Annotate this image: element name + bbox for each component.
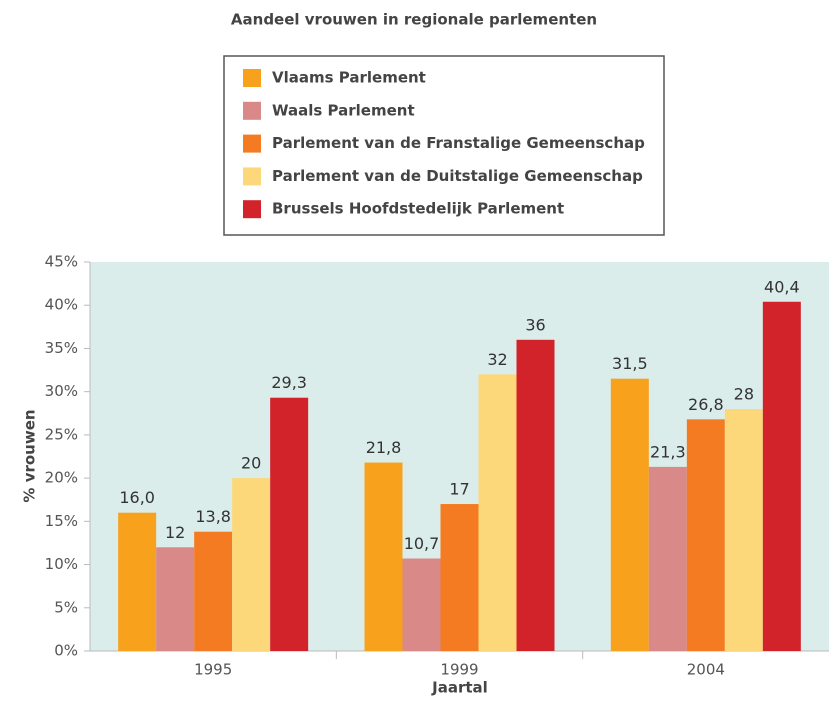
- value-label: 32: [487, 350, 507, 369]
- value-label: 13,8: [195, 507, 231, 526]
- y-tick-label: 20%: [45, 469, 78, 487]
- value-label: 17: [449, 480, 469, 499]
- y-tick-label: 5%: [54, 598, 78, 616]
- value-label: 36: [525, 315, 545, 334]
- value-label: 16,0: [119, 488, 155, 507]
- y-tick-label: 35%: [45, 339, 78, 357]
- x-tick-label: 1995: [194, 661, 232, 679]
- bar: [156, 547, 195, 651]
- value-label: 40,4: [764, 277, 800, 296]
- bar: [686, 419, 725, 651]
- y-tick-label: 0%: [54, 642, 78, 660]
- bar: [232, 478, 271, 651]
- y-tick-label: 45%: [45, 253, 78, 271]
- y-tick-label: 15%: [45, 512, 78, 530]
- x-axis-label: Jaartal: [431, 679, 488, 697]
- legend-swatch: [243, 134, 261, 153]
- legend-label: Vlaams Parlement: [272, 69, 426, 87]
- y-tick-label: 30%: [45, 382, 78, 400]
- bar: [194, 531, 233, 651]
- bar: [440, 504, 479, 651]
- legend-swatch: [243, 69, 261, 87]
- value-label: 26,8: [688, 395, 724, 414]
- bar: [610, 378, 649, 651]
- bar: [648, 466, 687, 651]
- value-label: 21,3: [650, 442, 686, 461]
- value-label: 10,7: [404, 534, 440, 553]
- x-tick-label: 1999: [440, 661, 478, 679]
- bar: [516, 339, 555, 651]
- value-label: 20: [241, 454, 261, 473]
- chart-title: Aandeel vrouwen in regionale parlementen: [231, 11, 597, 29]
- y-tick-label: 40%: [45, 296, 78, 314]
- legend-label: Parlement van de Franstalige Gemeenschap: [272, 134, 645, 152]
- value-label: 12: [165, 523, 185, 542]
- bar: [270, 397, 309, 651]
- legend-box: [223, 55, 665, 236]
- bar: [478, 374, 517, 651]
- bar: [402, 558, 441, 651]
- value-label: 28: [734, 384, 754, 403]
- bar: [118, 512, 157, 651]
- bar: [762, 301, 801, 651]
- legend-swatch: [243, 167, 261, 186]
- legend-swatch: [243, 200, 261, 219]
- y-tick-label: 10%: [45, 555, 78, 573]
- legend-label: Brussels Hoofdstedelijk Parlement: [272, 200, 564, 218]
- bar: [364, 462, 403, 651]
- legend-label: Waals Parlement: [272, 101, 415, 119]
- x-tick-label: 2004: [687, 661, 725, 679]
- y-axis-label: % vrouwen: [21, 409, 39, 502]
- value-label: 31,5: [612, 354, 648, 373]
- legend-swatch: [243, 101, 261, 120]
- y-tick-label: 25%: [45, 425, 78, 443]
- legend-label: Parlement van de Duitstalige Gemeenschap: [272, 167, 643, 185]
- bar: [724, 408, 763, 651]
- value-label: 21,8: [366, 438, 402, 457]
- value-label: 29,3: [271, 373, 307, 392]
